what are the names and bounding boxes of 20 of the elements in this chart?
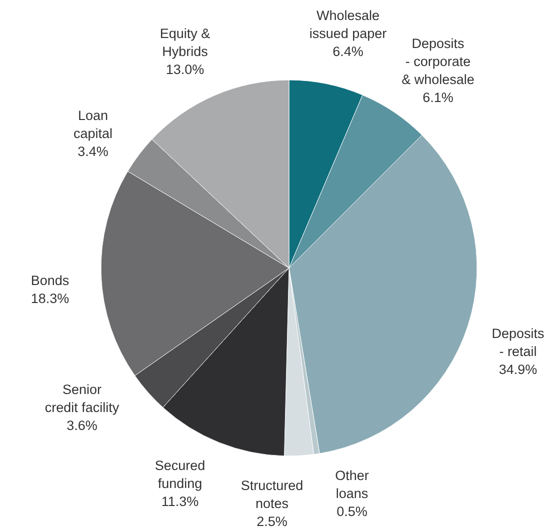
data-label: 0.5% xyxy=(336,504,368,519)
slice-label: Bonds xyxy=(30,273,70,288)
slice-label: Deposits - corporate & wholesale xyxy=(402,36,474,87)
slice-label: Secured funding xyxy=(154,458,206,491)
data-label: 6.1% xyxy=(422,90,454,105)
data-label: 3.4% xyxy=(78,144,108,159)
data-label: 11.3% xyxy=(161,494,199,509)
slice-label: Loan capital xyxy=(73,108,113,141)
data-label: 2.5% xyxy=(256,514,288,529)
slice-label: Deposits - retail xyxy=(492,326,545,359)
data-label: 13.0% xyxy=(166,62,204,77)
data-label: 3.6% xyxy=(66,418,98,433)
slice-label: Wholesale issued paper xyxy=(309,8,388,41)
data-label: 34.9% xyxy=(498,362,538,377)
data-label: 18.3% xyxy=(30,291,70,306)
slice-label: Senior credit facility xyxy=(44,382,120,415)
slice-label: Other loans xyxy=(335,468,370,501)
slice-label: Structured notes xyxy=(240,478,304,511)
slice-label: Equity & Hybrids xyxy=(160,26,210,59)
data-label: 6.4% xyxy=(332,44,364,59)
